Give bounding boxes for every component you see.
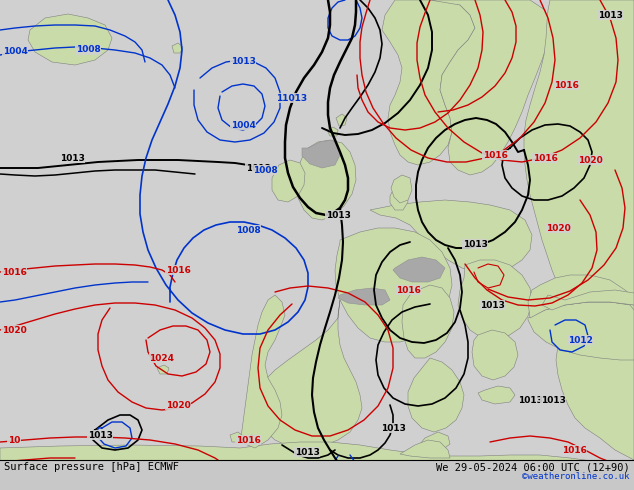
Text: 1013: 1013 — [231, 57, 256, 67]
Text: ©weatheronline.co.uk: ©weatheronline.co.uk — [522, 472, 630, 481]
Text: 1008: 1008 — [252, 166, 278, 174]
Text: Surface pressure [hPa] ECMWF: Surface pressure [hPa] ECMWF — [4, 462, 179, 472]
Bar — [0, 460, 634, 490]
Polygon shape — [245, 435, 257, 444]
Polygon shape — [402, 285, 454, 358]
Polygon shape — [338, 288, 390, 305]
Polygon shape — [472, 330, 518, 380]
Polygon shape — [370, 200, 532, 272]
Text: 1013: 1013 — [87, 431, 112, 440]
Polygon shape — [542, 290, 634, 310]
Polygon shape — [335, 228, 452, 342]
Text: 1004: 1004 — [231, 121, 256, 129]
Polygon shape — [430, 0, 550, 175]
Polygon shape — [336, 114, 347, 126]
Text: 1013: 1013 — [541, 395, 566, 405]
Polygon shape — [408, 358, 464, 432]
Text: 1016: 1016 — [533, 153, 557, 163]
Text: 1020: 1020 — [165, 400, 190, 410]
Text: 1020: 1020 — [546, 223, 571, 232]
Polygon shape — [28, 14, 112, 65]
Text: 1013: 1013 — [380, 423, 405, 433]
Polygon shape — [172, 43, 183, 53]
Polygon shape — [391, 175, 412, 203]
Text: 1004: 1004 — [3, 48, 27, 56]
Polygon shape — [327, 127, 338, 136]
Polygon shape — [390, 188, 408, 210]
Text: 1016: 1016 — [553, 80, 578, 90]
Text: 1016: 1016 — [236, 461, 261, 469]
Text: 1012: 1012 — [344, 467, 368, 476]
Polygon shape — [0, 442, 634, 490]
Text: 1013: 1013 — [60, 153, 84, 163]
Text: 1016: 1016 — [562, 445, 586, 455]
Polygon shape — [382, 0, 475, 165]
Polygon shape — [230, 432, 243, 442]
Text: 1013: 1013 — [517, 395, 543, 405]
Text: 1013: 1013 — [479, 300, 505, 310]
Text: 1013: 1013 — [598, 10, 623, 20]
Text: 1024: 1024 — [150, 353, 174, 363]
Polygon shape — [157, 365, 169, 374]
Polygon shape — [272, 160, 305, 202]
Polygon shape — [240, 295, 285, 448]
Polygon shape — [478, 386, 515, 404]
Text: 1016: 1016 — [1, 268, 27, 276]
Text: 1008: 1008 — [236, 225, 261, 235]
Polygon shape — [400, 440, 450, 458]
Polygon shape — [458, 260, 532, 340]
Text: 1020: 1020 — [2, 325, 27, 335]
Text: 1016: 1016 — [165, 266, 190, 274]
Text: 1008: 1008 — [75, 46, 100, 54]
Text: 1013: 1013 — [326, 211, 351, 220]
Polygon shape — [296, 140, 356, 220]
Polygon shape — [256, 300, 362, 448]
Text: 1013: 1013 — [463, 240, 488, 248]
Polygon shape — [524, 0, 634, 460]
Polygon shape — [528, 302, 634, 360]
Text: 1013: 1013 — [295, 447, 320, 457]
Text: 1016: 1016 — [396, 286, 420, 294]
Polygon shape — [528, 275, 634, 318]
Text: 1020: 1020 — [578, 155, 602, 165]
Polygon shape — [393, 257, 445, 282]
Text: 1013: 1013 — [245, 164, 271, 172]
Text: 10: 10 — [8, 436, 20, 444]
Polygon shape — [302, 140, 340, 168]
Text: 11013: 11013 — [276, 94, 307, 102]
Text: We 29-05-2024 06:00 UTC (12+90): We 29-05-2024 06:00 UTC (12+90) — [436, 462, 630, 472]
Polygon shape — [420, 432, 450, 450]
Text: 1016: 1016 — [236, 436, 261, 444]
Text: 1016: 1016 — [482, 150, 507, 160]
Text: 1012: 1012 — [567, 336, 592, 344]
